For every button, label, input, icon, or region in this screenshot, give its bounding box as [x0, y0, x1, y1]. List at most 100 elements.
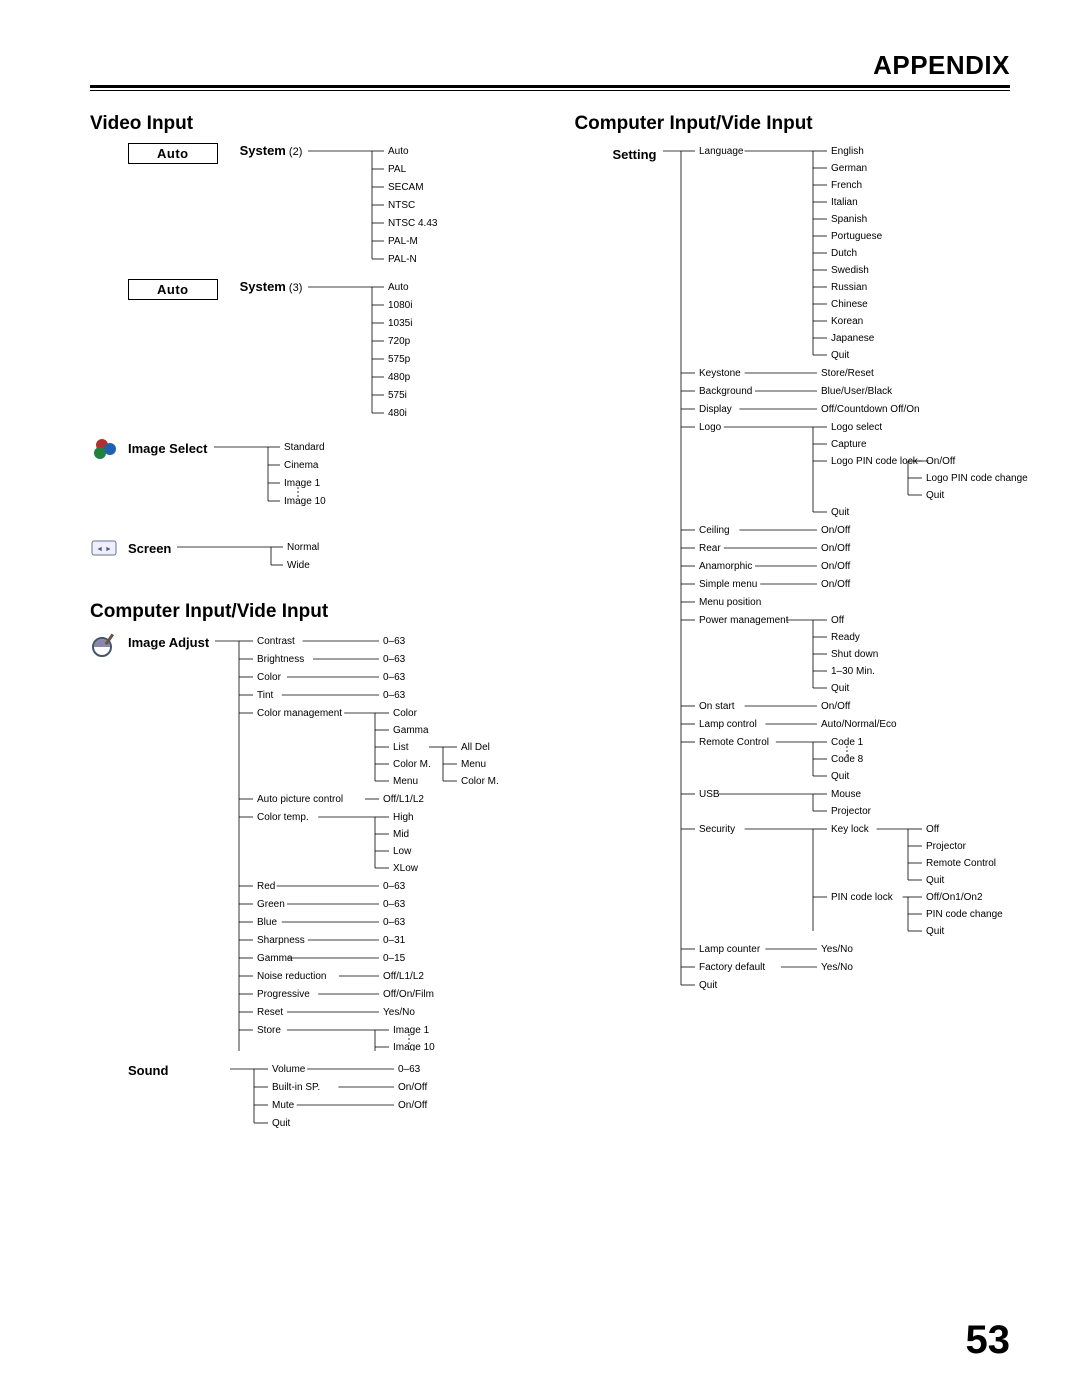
svg-text:Factory default: Factory default — [699, 962, 765, 973]
svg-text:0–63: 0–63 — [383, 654, 406, 665]
svg-text:0–63: 0–63 — [383, 881, 406, 892]
svg-text:Ready: Ready — [831, 632, 860, 643]
right-column: Computer Input/Vide Input Setting Langua… — [574, 113, 1066, 1137]
svg-text:Quit: Quit — [831, 507, 850, 518]
svg-text:On/Off: On/Off — [821, 543, 850, 554]
svg-text:Yes/No: Yes/No — [821, 944, 853, 955]
screen-icon: ◄ ► — [90, 537, 118, 559]
svg-text:On/Off: On/Off — [821, 561, 850, 572]
svg-text:0–63: 0–63 — [398, 1064, 421, 1075]
svg-text:Color temp.: Color temp. — [257, 812, 309, 823]
system3-label: System (3) — [240, 279, 303, 294]
svg-text:Display: Display — [699, 404, 732, 415]
svg-text:Quit: Quit — [926, 875, 945, 886]
svg-text:Quit: Quit — [699, 980, 718, 991]
svg-text:Logo PIN code lock: Logo PIN code lock — [831, 456, 919, 467]
section-comp-vide-left: Computer Input/Vide Input — [90, 601, 554, 623]
svg-text:0–63: 0–63 — [383, 672, 406, 683]
svg-text:Quit: Quit — [831, 683, 850, 694]
svg-text:Menu: Menu — [393, 776, 418, 787]
svg-text:English: English — [831, 146, 864, 157]
svg-text:PAL-M: PAL-M — [388, 236, 418, 247]
svg-text:List: List — [393, 742, 409, 753]
svg-text:Color M.: Color M. — [461, 776, 499, 787]
svg-text:480i: 480i — [388, 408, 407, 419]
svg-text:NTSC 4.43: NTSC 4.43 — [388, 218, 438, 229]
auto-box-2: Auto — [128, 279, 218, 300]
svg-text:Japanese: Japanese — [831, 333, 875, 344]
svg-text:PAL-N: PAL-N — [388, 254, 417, 265]
auto-box-1: Auto — [128, 143, 218, 164]
svg-text:Low: Low — [393, 846, 412, 857]
svg-text:Logo: Logo — [699, 422, 722, 433]
svg-text:Rear: Rear — [699, 543, 721, 554]
image-select-label: Image Select — [128, 437, 208, 456]
svg-text:Quit: Quit — [926, 490, 945, 501]
svg-text:Dutch: Dutch — [831, 248, 857, 259]
svg-text:Menu position: Menu position — [699, 597, 761, 608]
svg-text:Projector: Projector — [831, 806, 872, 817]
svg-text:Off: Off — [831, 615, 844, 626]
svg-text:German: German — [831, 163, 867, 174]
svg-text:Reset: Reset — [257, 1007, 283, 1018]
svg-text:Gamma: Gamma — [393, 725, 429, 736]
svg-text:Off/Countdown Off/On: Off/Countdown Off/On — [821, 404, 920, 415]
header-rule-thin — [90, 90, 1010, 91]
svg-text:Brightness: Brightness — [257, 654, 304, 665]
svg-text:Color management: Color management — [257, 708, 342, 719]
header-rule-thick — [90, 85, 1010, 88]
svg-text:Quit: Quit — [926, 926, 945, 937]
svg-text:Russian: Russian — [831, 282, 867, 293]
svg-text:All Del: All Del — [461, 742, 490, 753]
svg-text:Language: Language — [699, 146, 744, 157]
svg-text:Quit: Quit — [831, 771, 850, 782]
svg-text:Projector: Projector — [926, 841, 967, 852]
svg-text:PAL: PAL — [388, 164, 407, 175]
svg-text:Mouse: Mouse — [831, 789, 861, 800]
svg-text:High: High — [393, 812, 414, 823]
svg-text:PIN code change: PIN code change — [926, 909, 1003, 920]
tree-image-select: StandardCinemaImage 1Image 10 — [208, 437, 408, 527]
svg-text:Progressive: Progressive — [257, 989, 310, 1000]
svg-text:Image 10: Image 10 — [393, 1042, 435, 1051]
tree-sound: Volume0–63Built-in SP.On/OffMuteOn/OffQu… — [224, 1059, 554, 1137]
tree-image-adjust: Contrast0–63Brightness0–63Color0–63Tint0… — [209, 631, 539, 1051]
svg-text:Contrast: Contrast — [257, 636, 295, 647]
svg-text:Blue: Blue — [257, 917, 277, 928]
svg-text:Standard: Standard — [284, 442, 325, 453]
svg-text:Red: Red — [257, 881, 275, 892]
svg-text:575p: 575p — [388, 354, 411, 365]
svg-text:0–63: 0–63 — [383, 690, 406, 701]
tree-system3: Auto1080i1035i720p575p480p575i480i — [302, 279, 482, 427]
svg-text:NTSC: NTSC — [388, 200, 415, 211]
svg-text:Color: Color — [393, 708, 418, 719]
svg-text:On/Off: On/Off — [821, 525, 850, 536]
svg-text:Auto: Auto — [388, 282, 409, 293]
section-video-input: Video Input — [90, 113, 554, 135]
svg-text:1035i: 1035i — [388, 318, 412, 329]
svg-text:0–63: 0–63 — [383, 899, 406, 910]
svg-text:Yes/No: Yes/No — [383, 1007, 415, 1018]
svg-text:Mute: Mute — [272, 1100, 295, 1111]
svg-text:Auto picture control: Auto picture control — [257, 794, 343, 805]
svg-text:On start: On start — [699, 701, 735, 712]
image-select-icon — [90, 437, 118, 461]
svg-text:0–63: 0–63 — [383, 636, 406, 647]
svg-text:Lamp control: Lamp control — [699, 719, 757, 730]
tree-setting: LanguageEnglishGermanFrenchItalianSpanis… — [657, 143, 1067, 1023]
svg-text:Wide: Wide — [287, 560, 310, 571]
svg-text:Quit: Quit — [272, 1118, 291, 1129]
svg-text:Korean: Korean — [831, 316, 863, 327]
setting-label: Setting — [612, 143, 656, 162]
svg-text:Auto: Auto — [388, 146, 409, 157]
svg-text:Swedish: Swedish — [831, 265, 869, 276]
image-adjust-icon — [90, 631, 118, 657]
svg-text:0–63: 0–63 — [383, 917, 406, 928]
svg-text:XLow: XLow — [393, 863, 419, 874]
svg-text:Off/L1/L2: Off/L1/L2 — [383, 794, 424, 805]
svg-text:Store: Store — [257, 1025, 281, 1036]
svg-text:Off/On/Film: Off/On/Film — [383, 989, 434, 1000]
svg-text:On/Off: On/Off — [398, 1100, 427, 1111]
left-column: Video Input Auto System (2) AutoPALSECAM… — [90, 113, 554, 1137]
svg-text:Noise reduction: Noise reduction — [257, 971, 326, 982]
